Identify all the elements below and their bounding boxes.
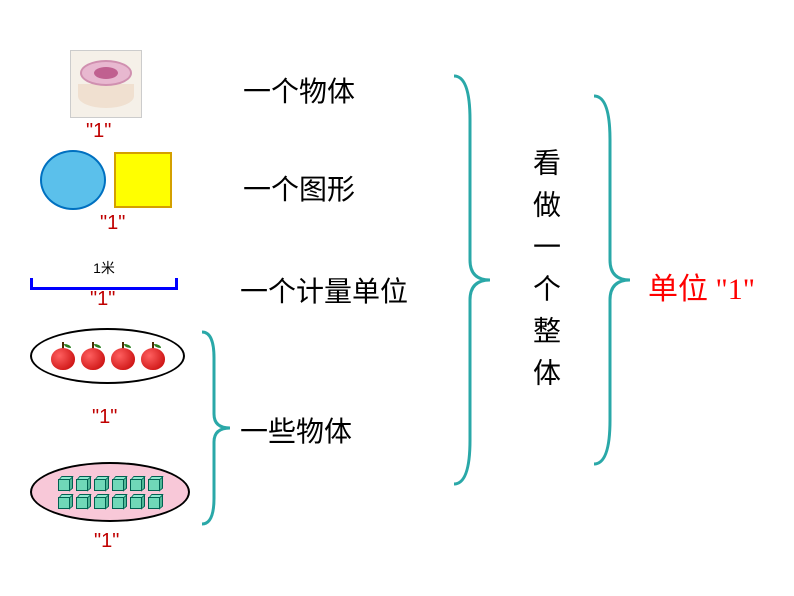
- cube-icon: [58, 494, 73, 509]
- cake-image: [70, 50, 142, 118]
- shapes-row: [40, 150, 172, 210]
- brace-small: [196, 328, 236, 528]
- item2-label: "1": [100, 212, 125, 235]
- cube-icon: [112, 476, 127, 491]
- apple-icon: [111, 342, 135, 370]
- cube-icon: [76, 494, 91, 509]
- cube-icon: [148, 494, 163, 509]
- category3: 一个计量单位: [240, 270, 408, 310]
- unit-text: 单位: [648, 273, 708, 306]
- item5-label: "1": [94, 530, 119, 553]
- category1: 一个物体: [243, 70, 355, 110]
- item1-label: "1": [86, 120, 111, 143]
- apple-icon: [81, 342, 105, 370]
- meter-unit: 1米: [30, 258, 178, 290]
- cube-row: [58, 494, 163, 509]
- cube-row: [58, 476, 163, 491]
- cube-icon: [130, 476, 145, 491]
- apple-icon: [141, 342, 165, 370]
- unit-quote: "1": [716, 273, 756, 306]
- cube-icon: [76, 476, 91, 491]
- circle-shape: [40, 150, 106, 210]
- middle-vertical-text: 看做一个整体: [524, 148, 564, 400]
- category2: 一个图形: [243, 168, 355, 208]
- cube-icon: [58, 476, 73, 491]
- brace-large-2: [588, 90, 638, 470]
- unit-label: 单位 "1": [648, 264, 755, 308]
- square-shape: [114, 152, 172, 208]
- item4-label: "1": [92, 406, 117, 429]
- category4: 一些物体: [240, 410, 352, 450]
- cube-icon: [148, 476, 163, 491]
- cubes-group: [30, 462, 190, 522]
- cube-icon: [94, 494, 109, 509]
- apple-icon: [51, 342, 75, 370]
- item3-label: "1": [90, 288, 115, 311]
- apples-group: [30, 328, 185, 384]
- cube-icon: [94, 476, 109, 491]
- cube-icon: [112, 494, 127, 509]
- brace-large-1: [448, 70, 498, 490]
- meter-label: 1米: [30, 258, 178, 278]
- cube-icon: [130, 494, 145, 509]
